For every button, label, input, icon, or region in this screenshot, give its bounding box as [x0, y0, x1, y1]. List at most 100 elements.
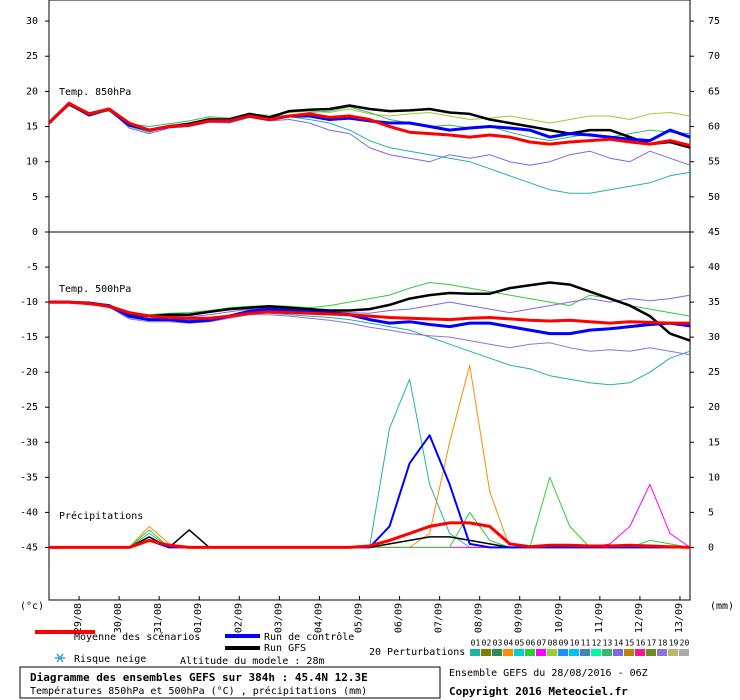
key-label: 14 [614, 639, 624, 648]
x-tick-label: 09/09 [514, 603, 525, 633]
legend-label: Moyenne des scénarios [74, 631, 200, 643]
x-tick-label: 11/09 [594, 603, 605, 633]
key-swatch [602, 649, 612, 656]
x-tick-label: 08/09 [474, 603, 485, 633]
perturbation-keys: 01 02 03 04 05 06 07 08 09 10 11 12 13 14 15 16 17 18 19 20 [470, 639, 689, 656]
key-swatch [492, 649, 502, 656]
y2-tick-label: 60 [708, 122, 720, 133]
x-tick-label: 30/08 [113, 603, 124, 633]
snow-icon [55, 653, 65, 663]
key-label: 19 [669, 639, 679, 648]
key-swatch [591, 649, 601, 656]
key-swatch [503, 649, 513, 656]
y-tick-label: 15 [26, 122, 38, 133]
y2-tick-label: 50 [708, 192, 720, 203]
key-swatch [613, 649, 623, 656]
y2-tick-label: 65 [708, 86, 720, 97]
key-label: 06 [526, 639, 536, 648]
y2-tick-label: 35 [708, 297, 720, 308]
key-label: 16 [636, 639, 646, 648]
key-label: 17 [647, 639, 657, 648]
info-box [19, 666, 441, 699]
key-label: 13 [603, 639, 613, 648]
key-label: 05 [515, 639, 525, 648]
key-label: 09 [559, 639, 569, 648]
y2-tick-label: 5 [708, 507, 714, 518]
key-swatch [657, 649, 667, 656]
key-swatch [624, 649, 634, 656]
key-label: 08 [548, 639, 558, 648]
panel-label: Précipitations [59, 510, 143, 522]
series-line [49, 301, 691, 356]
y-tick-label: 25 [26, 51, 38, 62]
y2-tick-label: 45 [708, 227, 720, 238]
y-tick-label: -45 [20, 542, 38, 553]
y-tick-label: -20 [20, 367, 38, 378]
y-tick-label: -25 [20, 402, 38, 413]
key-swatch [580, 649, 590, 656]
y2-tick-label: 55 [708, 157, 720, 168]
y-tick-label: 5 [32, 192, 38, 203]
y2-tick-label: 25 [708, 367, 720, 378]
key-label: 18 [658, 639, 668, 648]
x-tick-label: 07/09 [434, 603, 445, 633]
y2-tick-label: 0 [708, 542, 714, 553]
key-swatch [536, 649, 546, 656]
y-tick-label: -35 [20, 472, 38, 483]
y-unit: (°c) [20, 601, 44, 612]
key-label: 11 [581, 639, 591, 648]
x-tick-label: 02/09 [233, 603, 244, 633]
series-line [49, 300, 691, 336]
y2-tick-label: 30 [708, 332, 720, 343]
x-tick-label: 13/09 [674, 603, 685, 633]
series-line [49, 521, 691, 549]
key-swatch [558, 649, 568, 656]
legend-label: Run de contrôle [264, 631, 354, 643]
altitude: Altitude du modele : 28m [180, 656, 325, 667]
y-tick-label: 30 [26, 16, 38, 27]
y-tick-label: -15 [20, 332, 38, 343]
copyright: Copyright 2016 Meteociel.fr [449, 685, 628, 698]
y2-tick-label: 70 [708, 51, 720, 62]
key-swatch [569, 649, 579, 656]
x-tick-label: 06/09 [394, 603, 405, 633]
y2-tick-label: 15 [708, 437, 720, 448]
plot-layer: 051015202530505560657075-45-40-35-30-25-… [20, 16, 720, 633]
y-tick-label: 0 [32, 227, 38, 238]
series-line [48, 105, 691, 166]
x-tick-label: 05/09 [353, 603, 364, 633]
x-tick-label: 12/09 [634, 603, 645, 633]
y-tick-label: -40 [20, 507, 38, 518]
y2-unit: (mm) [710, 601, 734, 612]
key-swatch [679, 649, 689, 656]
y-tick-label: -30 [20, 437, 38, 448]
key-swatch [646, 649, 656, 656]
key-swatch [514, 649, 524, 656]
x-tick-label: 04/09 [313, 603, 324, 633]
title: Diagramme des ensembles GEFS sur 384h : … [30, 671, 368, 684]
series-line [49, 282, 691, 317]
panel-500 [48, 231, 691, 601]
series-line [49, 300, 690, 325]
y2-tick-label: 40 [708, 262, 720, 273]
x-tick-label: 01/09 [193, 603, 204, 633]
key-swatch [635, 649, 645, 656]
panel-label: Temp. 500hPa [59, 284, 131, 295]
y2-tick-label: 10 [708, 472, 720, 483]
key-swatch [547, 649, 557, 656]
snow-risk: Risque neige [74, 654, 146, 665]
series-line [47, 101, 691, 147]
key-swatch [481, 649, 491, 656]
subtitle: Températures 850hPa et 500hPa (°C) , pré… [30, 685, 367, 697]
key-swatch [470, 649, 480, 656]
x-tick-label: 03/09 [273, 603, 284, 633]
legend-label: Run GFS [264, 643, 306, 654]
x-tick-label: 31/08 [153, 603, 164, 633]
key-label: 12 [592, 639, 602, 648]
y-tick-label: -5 [26, 262, 38, 273]
key-label: 04 [504, 639, 514, 648]
key-swatch [525, 649, 535, 656]
y-tick-label: 10 [26, 157, 38, 168]
y2-tick-label: 20 [708, 402, 720, 413]
